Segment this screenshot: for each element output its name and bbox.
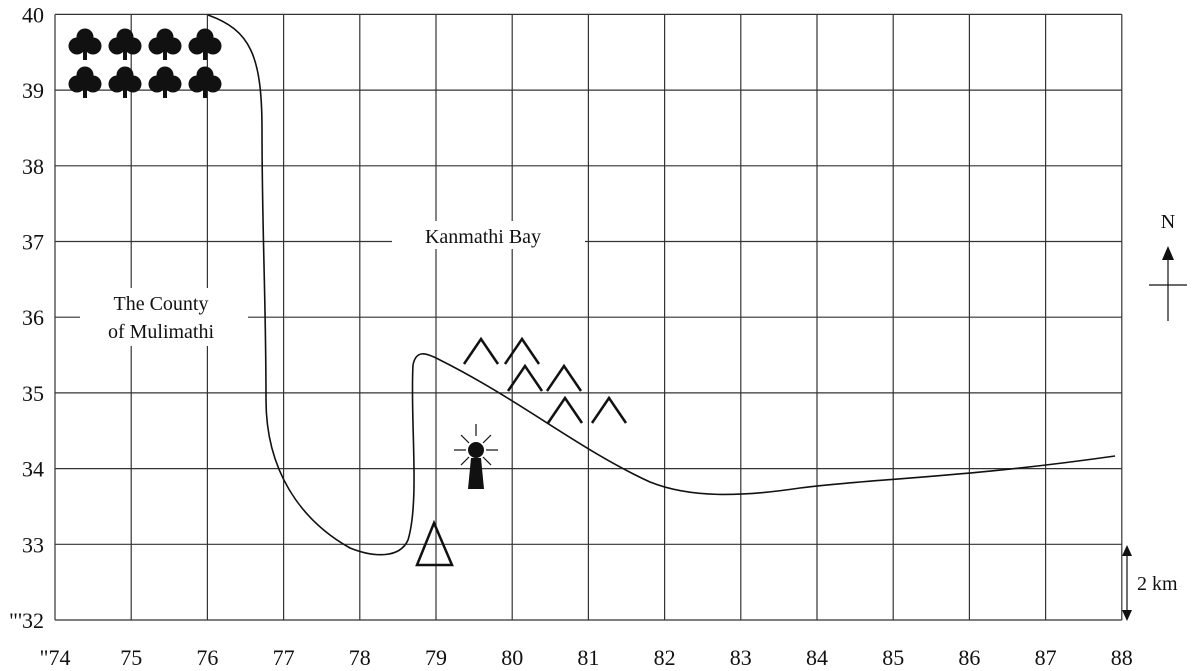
club-tree-icon (188, 28, 222, 60)
northing-label: 35 (22, 381, 44, 406)
easting-label: 88 (1111, 645, 1133, 670)
northing-label: 33 (22, 532, 44, 557)
northing-labels: "'32 33 34 35 36 37 38 39 40 (9, 2, 44, 633)
easting-label: 87 (1035, 645, 1057, 670)
grid-lines (54, 13, 1123, 621)
hill-symbols (462, 336, 628, 424)
hill-caret-icon (503, 336, 541, 365)
northing-label: 40 (22, 2, 44, 27)
bay-label: Kanmathi Bay (425, 226, 541, 248)
club-tree-icon (68, 28, 102, 60)
label-bay: Kanmathi Bay (392, 221, 585, 249)
club-tree-icon (148, 66, 182, 98)
scale-arrow-up-icon (1122, 545, 1132, 556)
club-tree-icon (188, 66, 222, 98)
northing-label: "'32 (9, 608, 44, 633)
northing-label: 39 (22, 78, 44, 103)
northing-label: 36 (22, 305, 44, 330)
north-arrowhead-icon (1162, 246, 1174, 260)
northing-label: 34 (22, 457, 44, 482)
northing-label: 37 (22, 230, 44, 255)
north-label: N (1161, 211, 1175, 233)
easting-label: 82 (654, 645, 676, 670)
triangle-icon (415, 519, 454, 567)
coastline (207, 14, 1116, 556)
hill-caret-icon (545, 363, 583, 392)
easting-label: 83 (730, 645, 752, 670)
label-county: The County of Mulimathi (80, 288, 248, 346)
easting-label: 81 (577, 645, 599, 670)
lighthouse-icon (454, 424, 498, 489)
county-label-line2: of Mulimathi (108, 321, 215, 343)
forest-symbols (68, 28, 222, 98)
scale-arrow-down-icon (1122, 610, 1132, 621)
easting-label: 84 (806, 645, 828, 670)
county-label-line1: The County (114, 293, 209, 315)
scale-bar: 2 km (1122, 545, 1178, 621)
club-tree-icon (108, 66, 142, 98)
easting-label: 80 (501, 645, 523, 670)
northing-label: 38 (22, 154, 44, 179)
easting-label: 76 (196, 645, 218, 670)
club-tree-icon (148, 28, 182, 60)
easting-label: 79 (425, 645, 447, 670)
easting-label: 86 (958, 645, 980, 670)
easting-label: 77 (273, 645, 295, 670)
hill-caret-icon (462, 336, 500, 365)
easting-label: 75 (120, 645, 142, 670)
north-arrow: N (1149, 211, 1187, 321)
easting-label: "74 (40, 645, 71, 670)
scale-label: 2 km (1137, 573, 1178, 595)
hill-caret-icon (506, 363, 544, 392)
easting-label: 85 (882, 645, 904, 670)
easting-labels: "74 75 76 77 78 79 80 81 82 83 84 85 86 87 88 (40, 645, 1133, 670)
hill-caret-icon (546, 395, 584, 424)
club-tree-icon (68, 66, 102, 98)
easting-label: 78 (349, 645, 371, 670)
club-tree-icon (108, 28, 142, 60)
hill-caret-icon (590, 395, 628, 424)
